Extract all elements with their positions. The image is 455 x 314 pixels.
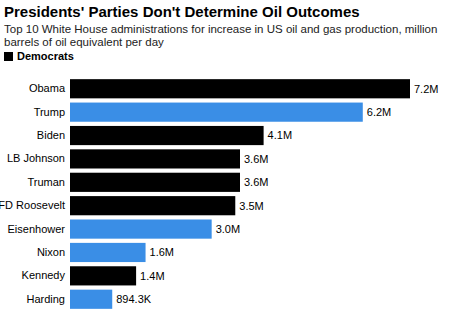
data-label: 4.1M <box>268 129 292 141</box>
bar <box>70 243 146 262</box>
tick: Nixon <box>37 246 70 258</box>
tick: Kennedy <box>22 269 70 281</box>
tick: Eisenhower <box>8 223 70 235</box>
tick-label: Trump <box>34 106 65 118</box>
y-axis: Obama Trump Biden LB Johnson Truman FD Roosev… <box>0 79 71 311</box>
tick: Truman <box>28 176 71 188</box>
data-label: 3.0M <box>216 223 240 235</box>
bars <box>70 79 410 309</box>
tick: LB Johnson <box>7 152 70 164</box>
bar <box>70 149 240 168</box>
data-label: 1.6M <box>150 246 174 258</box>
chart: Presidents' Parties Don't Determine Oil … <box>0 0 455 314</box>
tick-label: Harding <box>26 293 65 305</box>
bar <box>70 196 235 215</box>
tick-label: Truman <box>28 176 66 188</box>
tick-label: Nixon <box>37 246 65 258</box>
data-label: 3.6M <box>244 176 268 188</box>
bar <box>70 266 136 285</box>
legend-label: Democrats <box>17 50 74 62</box>
bar <box>70 290 112 309</box>
bar <box>70 173 240 192</box>
bar <box>70 219 212 238</box>
legend-swatch <box>4 52 13 61</box>
data-label: 1.4M <box>140 270 164 282</box>
data-label: 3.5M <box>239 200 263 212</box>
subtitle: Top 10 White House administrations for i… <box>4 23 437 48</box>
legend: Democrats <box>4 50 74 62</box>
tick: Biden <box>37 129 70 141</box>
data-label: 6.2M <box>367 106 391 118</box>
title: Presidents' Parties Don't Determine Oil … <box>4 3 360 20</box>
tick: Trump <box>34 106 70 118</box>
data-labels: 7.2M4.1M3.6M3.6M3.5M1.4M6.2M3.0M1.6M894.… <box>116 83 438 305</box>
tick-label: Biden <box>37 129 65 141</box>
tick-label: Eisenhower <box>8 223 66 235</box>
bar <box>70 103 363 122</box>
tick-label: Kennedy <box>22 269 66 281</box>
data-label: 3.6M <box>244 153 268 165</box>
tick-label: LB Johnson <box>7 152 65 164</box>
tick-label: FD Roosevelt <box>0 199 65 211</box>
bar <box>70 79 410 98</box>
bar <box>70 126 264 145</box>
plot: Obama Trump Biden LB Johnson Truman FD Roosev… <box>0 79 438 311</box>
data-label: 7.2M <box>414 83 438 95</box>
tick: FD Roosevelt <box>0 199 70 211</box>
data-label: 894.3K <box>116 293 152 305</box>
tick: Obama <box>29 82 70 94</box>
tick: Harding <box>26 293 70 305</box>
tick-label: Obama <box>29 82 66 94</box>
